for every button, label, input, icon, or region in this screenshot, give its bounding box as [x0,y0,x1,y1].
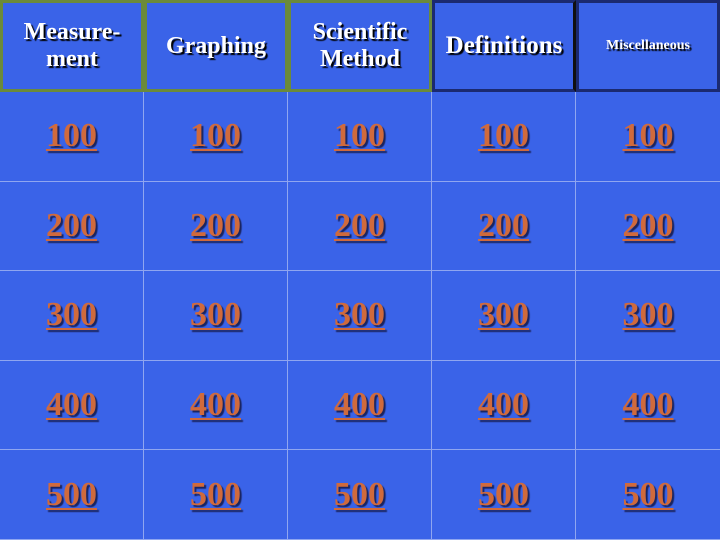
point-value-link[interactable]: 100 [190,117,241,155]
point-value-link[interactable]: 200 [190,206,241,244]
point-value-link[interactable]: 400 [478,386,529,424]
category-label: Graphing [165,32,267,59]
category-label: Definitions [445,32,563,59]
question-scientific-method-400[interactable]: 400 [288,360,432,451]
question-definitions-500[interactable]: 500 [432,450,576,540]
point-value-link[interactable]: 100 [622,117,674,155]
question-miscellaneous-300[interactable]: 300 [576,271,720,361]
category-header-definitions: Definitions [432,0,576,92]
question-miscellaneous-200[interactable]: 200 [576,182,720,272]
question-scientific-method-200[interactable]: 200 [288,181,432,272]
question-graphing-400[interactable]: 400 [144,360,288,451]
question-definitions-200[interactable]: 200 [432,181,576,272]
category-header-graphing: Graphing [144,0,288,92]
point-value-link[interactable]: 300 [478,296,529,334]
point-value-link[interactable]: 400 [334,386,385,424]
point-value-link[interactable]: 300 [622,296,674,334]
point-value-link[interactable]: 500 [46,475,97,513]
point-value-link[interactable]: 500 [622,475,674,513]
point-value-link[interactable]: 400 [190,386,241,424]
point-value-link[interactable]: 100 [478,117,529,155]
point-value-link[interactable]: 100 [46,117,97,155]
question-miscellaneous-400[interactable]: 400 [576,361,720,451]
category-header-measurement: Measure- ment [0,0,144,92]
question-graphing-100[interactable]: 100 [144,92,288,182]
point-value-link[interactable]: 300 [46,296,97,334]
question-graphing-300[interactable]: 300 [144,271,288,361]
point-value-link[interactable]: 200 [46,206,97,244]
category-header-scientific-method: Scientific Method [288,0,432,92]
category-header-miscellaneous: Miscellaneous [576,0,720,92]
point-value-link[interactable]: 500 [334,475,385,513]
question-measurement-500[interactable]: 500 [0,450,144,540]
point-value-link[interactable]: 400 [622,386,674,424]
question-miscellaneous-500[interactable]: 500 [576,450,720,540]
category-label: Scientific Method [312,19,408,72]
question-measurement-300[interactable]: 300 [0,271,144,361]
point-value-link[interactable]: 500 [190,475,241,513]
question-definitions-400[interactable]: 400 [432,360,576,451]
point-value-link[interactable]: 400 [46,386,97,424]
point-value-link[interactable]: 500 [478,475,529,513]
point-value-link[interactable]: 100 [334,117,385,155]
point-value-link[interactable]: 300 [334,296,385,334]
question-measurement-400[interactable]: 400 [0,360,144,451]
question-scientific-method-100[interactable]: 100 [288,92,432,182]
category-label: Measure- ment [23,19,121,72]
point-value-link[interactable]: 200 [478,206,529,244]
question-scientific-method-500[interactable]: 500 [288,450,432,540]
question-definitions-100[interactable]: 100 [432,92,576,182]
category-label: Miscellaneous [606,38,690,54]
question-graphing-200[interactable]: 200 [144,181,288,272]
point-value-link[interactable]: 300 [190,296,241,334]
point-value-link[interactable]: 200 [622,206,674,244]
question-definitions-300[interactable]: 300 [432,271,576,361]
point-value-link[interactable]: 200 [334,206,385,244]
question-graphing-500[interactable]: 500 [144,450,288,540]
question-measurement-200[interactable]: 200 [0,181,144,272]
question-miscellaneous-100[interactable]: 100 [576,92,720,182]
question-scientific-method-300[interactable]: 300 [288,271,432,361]
question-measurement-100[interactable]: 100 [0,92,144,182]
